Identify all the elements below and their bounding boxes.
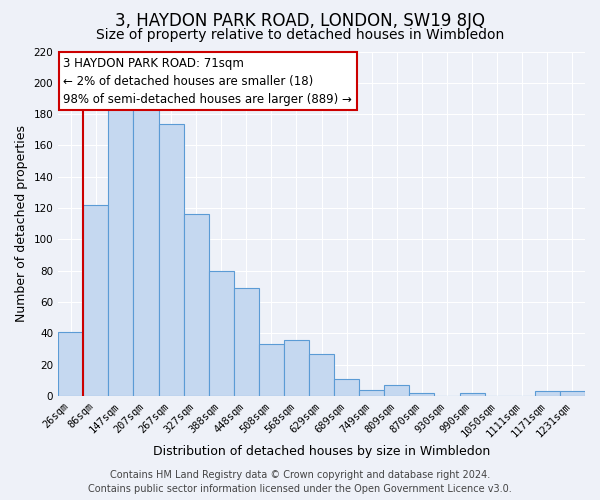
Bar: [385, 385, 409, 396]
Bar: [209, 271, 234, 396]
Bar: [409, 393, 434, 396]
Bar: [535, 392, 560, 396]
Y-axis label: Number of detached properties: Number of detached properties: [15, 126, 28, 322]
Bar: [133, 106, 158, 396]
X-axis label: Distribution of detached houses by size in Wimbledon: Distribution of detached houses by size …: [153, 444, 490, 458]
Bar: [184, 214, 209, 396]
Bar: [109, 106, 133, 396]
Bar: [309, 354, 334, 396]
Bar: [460, 393, 485, 396]
Bar: [158, 124, 184, 396]
Bar: [58, 332, 83, 396]
Bar: [560, 392, 585, 396]
Bar: [284, 340, 309, 396]
Bar: [259, 344, 284, 396]
Bar: [83, 205, 109, 396]
Bar: [234, 288, 259, 396]
Text: Size of property relative to detached houses in Wimbledon: Size of property relative to detached ho…: [96, 28, 504, 42]
Text: 3 HAYDON PARK ROAD: 71sqm
← 2% of detached houses are smaller (18)
98% of semi-d: 3 HAYDON PARK ROAD: 71sqm ← 2% of detach…: [64, 56, 352, 106]
Bar: [359, 390, 385, 396]
Text: 3, HAYDON PARK ROAD, LONDON, SW19 8JQ: 3, HAYDON PARK ROAD, LONDON, SW19 8JQ: [115, 12, 485, 30]
Text: Contains HM Land Registry data © Crown copyright and database right 2024.
Contai: Contains HM Land Registry data © Crown c…: [88, 470, 512, 494]
Bar: [334, 379, 359, 396]
